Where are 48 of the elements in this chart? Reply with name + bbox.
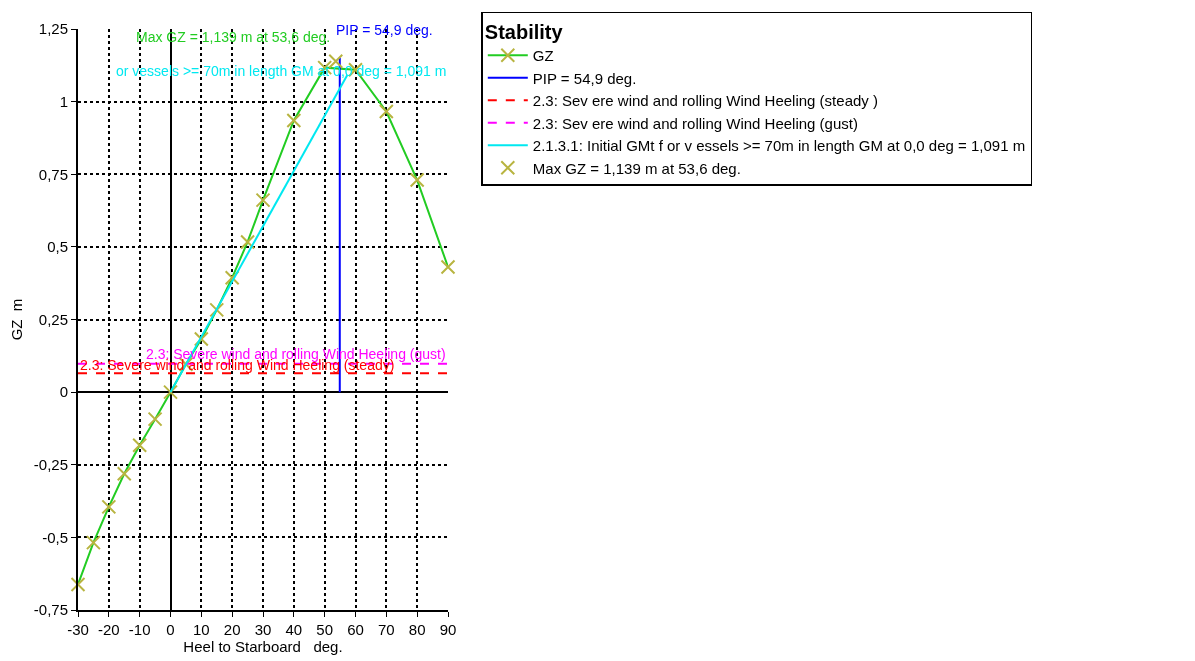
y-tick-label: 0,5 xyxy=(47,238,68,256)
x-tick-label: 80 xyxy=(408,621,426,638)
point xyxy=(409,172,425,188)
point xyxy=(286,113,302,129)
y-tick-label: 0 xyxy=(59,383,68,401)
y-axis-title: GZ m xyxy=(7,298,25,341)
point xyxy=(101,499,117,515)
y-tick-label: 1 xyxy=(59,92,68,110)
point xyxy=(255,192,271,208)
point xyxy=(209,302,225,318)
y-tick-label: -0,5 xyxy=(42,528,68,546)
annotation: PIP = 54,9 deg. xyxy=(336,22,433,38)
point xyxy=(224,270,240,286)
point xyxy=(132,437,148,453)
point xyxy=(440,259,456,275)
legend-label: PIP = 54,9 deg. xyxy=(532,69,637,87)
point xyxy=(193,331,209,347)
x-tick-label: 60 xyxy=(347,621,364,638)
point xyxy=(240,234,256,250)
x-tick-label: 50 xyxy=(316,621,334,638)
point xyxy=(163,384,178,400)
legend-label: 2.1.3.1: Initial GMt f or v essels >= 70m in length GM at 0,0 deg = 1,091 m xyxy=(532,137,1026,155)
x-tick-label: -20 xyxy=(97,621,120,638)
legend-label: GZ xyxy=(532,47,554,65)
point xyxy=(378,104,394,119)
x-axis-title: Heel to Starboard deg. xyxy=(183,638,343,655)
point xyxy=(116,466,132,482)
legend-label: Max GZ = 1,139 m at 53,6 deg. xyxy=(532,159,741,177)
x-tick-label: 40 xyxy=(285,621,303,638)
y-tick-label: -0,25 xyxy=(33,456,68,473)
legend-label: 2.3: Sev ere wind and rolling Wind Heeling (gust) xyxy=(532,114,858,132)
legend-label: 2.3: Sev ere wind and rolling Wind Heeling (steady ) xyxy=(532,92,878,110)
y-tick-label: 0,75 xyxy=(38,165,68,183)
point xyxy=(85,535,101,551)
x-tick-label: 70 xyxy=(377,621,395,638)
x-tick-label: -30 xyxy=(67,621,89,638)
x-tick-label: 20 xyxy=(223,621,241,638)
y-tick-label: 1,25 xyxy=(38,20,68,38)
point xyxy=(70,576,86,592)
y-tick-label: -0,75 xyxy=(33,601,68,619)
x-tick-label: 10 xyxy=(192,621,210,638)
point xyxy=(147,411,163,427)
x-tick-label: -10 xyxy=(128,621,151,638)
x-tick-label: 30 xyxy=(254,621,272,638)
legend-title: Stability xyxy=(484,21,564,44)
y-tick-label: 0,25 xyxy=(38,310,68,328)
x-tick-label: 90 xyxy=(439,621,457,638)
x-tick-label: 0 xyxy=(166,621,175,638)
